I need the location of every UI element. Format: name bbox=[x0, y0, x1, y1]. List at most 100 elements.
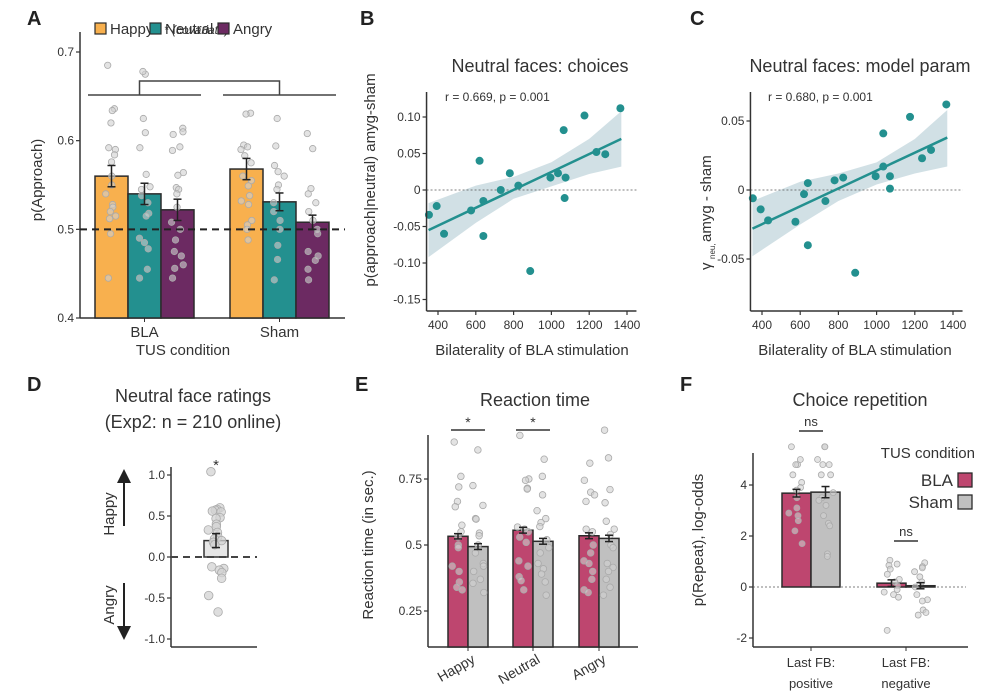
panel-e-point bbox=[541, 578, 549, 586]
panel-b-xtick-label: 400 bbox=[428, 318, 448, 332]
panel-e-point bbox=[523, 485, 531, 493]
panel-e-point bbox=[455, 483, 463, 491]
panel-a-point bbox=[244, 200, 253, 209]
panel-label-e: E bbox=[355, 374, 368, 396]
panel-b-chart: Neutral faces: choices r = 0.669, p = 0.… bbox=[362, 56, 641, 359]
panel-e-point bbox=[524, 528, 532, 536]
panel-a-point bbox=[270, 199, 278, 207]
panel-f-point bbox=[893, 560, 901, 568]
panel-b-ylabel: p(approach|neutral) amyg-sham bbox=[362, 73, 379, 286]
panel-c-point bbox=[803, 241, 812, 250]
panel-b-point bbox=[467, 206, 476, 215]
panel-e-point bbox=[476, 575, 485, 584]
panel-b-annotation: r = 0.669, p = 0.001 bbox=[445, 90, 550, 104]
panel-f-point bbox=[821, 443, 829, 451]
panel-f-point bbox=[788, 443, 795, 451]
panel-e-xtick-label: Angry bbox=[569, 651, 609, 683]
panel-e-point bbox=[524, 562, 532, 570]
panel-a-legend-swatch-angry bbox=[217, 22, 230, 35]
panel-e-point bbox=[543, 536, 551, 544]
panel-c-xlabel: Bilaterality of BLA stimulation bbox=[758, 342, 951, 359]
panel-b-xtick-label: 1400 bbox=[614, 318, 641, 332]
panel-a-bar-sham-happy bbox=[229, 168, 264, 319]
panel-b-point bbox=[546, 173, 555, 182]
panel-b-point bbox=[554, 169, 563, 178]
panel-e-point bbox=[522, 538, 530, 547]
panel-b-fit-line bbox=[428, 137, 622, 232]
panel-e-point bbox=[515, 557, 523, 565]
panel-a-point bbox=[270, 208, 278, 216]
panel-a-point bbox=[106, 230, 115, 238]
panel-a-point bbox=[304, 276, 313, 284]
panel-e-xtick-label: Neutral bbox=[495, 651, 542, 687]
panel-a-covariate-bracket bbox=[138, 80, 281, 95]
panel-a-point bbox=[168, 146, 177, 155]
panel-a-point bbox=[270, 276, 278, 284]
panel-e-title: Reaction time bbox=[480, 390, 590, 410]
panel-c-point bbox=[942, 100, 951, 109]
panel-b-title: Neutral faces: choices bbox=[451, 56, 628, 76]
panel-e-point bbox=[604, 567, 613, 576]
panel-e-point bbox=[479, 501, 487, 510]
panel-c-xtick-label: 1000 bbox=[863, 318, 890, 332]
panel-d-ylabel-angry: Angry bbox=[101, 585, 118, 625]
panel-e-point bbox=[540, 455, 548, 463]
panel-b-point bbox=[561, 173, 570, 182]
panel-d-point bbox=[203, 525, 214, 535]
panel-a-point bbox=[139, 67, 147, 76]
panel-e-point bbox=[536, 549, 544, 557]
panel-e-point bbox=[458, 521, 466, 529]
panel-e-point bbox=[451, 503, 459, 511]
panel-a-point bbox=[242, 110, 250, 118]
panel-f-point bbox=[815, 496, 823, 504]
panel-a-bar-bla-happy bbox=[94, 175, 129, 319]
panel-f-point bbox=[911, 568, 918, 576]
panel-e-ytick-label: 0.5 bbox=[405, 538, 422, 552]
panel-b-ytick-label: -0.15 bbox=[393, 293, 421, 307]
panel-e-point bbox=[590, 491, 599, 499]
panel-e-point bbox=[537, 570, 546, 578]
panel-a-point bbox=[244, 182, 252, 190]
panel-e-point bbox=[610, 525, 618, 533]
panel-c-xtick-label: 800 bbox=[828, 318, 848, 332]
panel-a-point bbox=[174, 171, 182, 179]
panel-e-point bbox=[521, 476, 530, 485]
panel-d-significance: * bbox=[213, 457, 219, 474]
panel-a-point bbox=[243, 143, 252, 151]
panel-e-point bbox=[586, 549, 595, 557]
panel-a-xtick-label: BLA bbox=[130, 324, 158, 341]
panel-a-point bbox=[237, 145, 245, 154]
panel-a-point bbox=[179, 261, 187, 269]
panel-a-point bbox=[247, 159, 255, 167]
panel-e-point bbox=[454, 543, 462, 552]
panel-a-point bbox=[314, 230, 322, 238]
panel-f-legend-label-bla: BLA bbox=[921, 471, 954, 490]
panel-c-annotation: r = 0.680, p = 0.001 bbox=[768, 90, 873, 104]
panel-f-point bbox=[922, 609, 930, 616]
panel-a-point bbox=[273, 185, 281, 194]
panel-e-point bbox=[479, 562, 488, 570]
panel-a-point bbox=[107, 119, 115, 127]
panel-a-point bbox=[276, 216, 284, 225]
panel-c-ylabel: γ neu, amyg - sham bbox=[698, 155, 717, 270]
panel-f-point bbox=[820, 512, 827, 519]
panel-a-legend-swatch-neutral bbox=[149, 22, 162, 35]
panel-f-point bbox=[918, 597, 926, 605]
panel-b-xtick-label: 1200 bbox=[576, 318, 603, 332]
panel-e-point bbox=[601, 499, 609, 507]
panel-f-point bbox=[819, 461, 827, 469]
panel-a-ytick-label: 0.7 bbox=[57, 45, 74, 59]
panel-b-point bbox=[496, 186, 505, 194]
panel-a-point bbox=[304, 190, 312, 198]
panel-c-point bbox=[879, 129, 888, 138]
panel-f-xtick-label: Last FB: bbox=[787, 655, 835, 670]
panel-a-point bbox=[141, 129, 149, 137]
panel-c-xtick-label: 600 bbox=[790, 318, 810, 332]
panel-f-point bbox=[825, 461, 833, 469]
panel-e-point bbox=[602, 517, 610, 525]
panel-e-xtick-label: Happy bbox=[434, 651, 477, 685]
panel-e-point bbox=[589, 567, 597, 576]
panel-a-point bbox=[246, 192, 254, 200]
panel-a-bar-sham-angry bbox=[295, 221, 330, 319]
panel-f-point bbox=[918, 578, 926, 586]
